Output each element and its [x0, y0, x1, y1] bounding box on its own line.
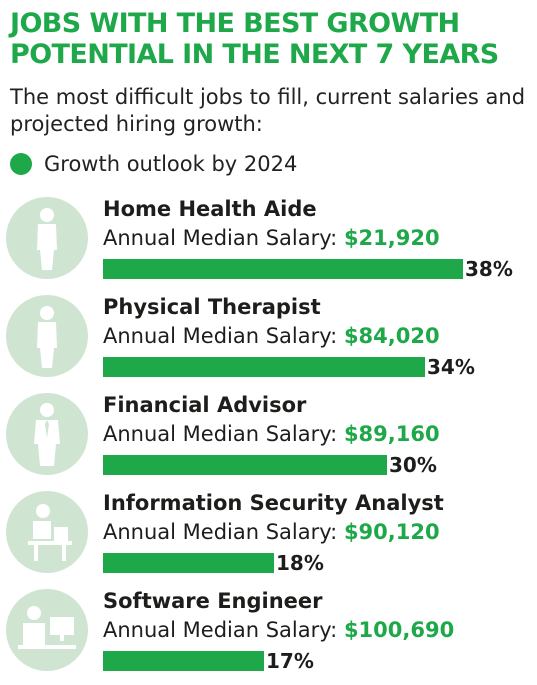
growth-label: 30% — [389, 453, 437, 477]
person-at-computer-icon — [6, 589, 88, 671]
bar-row: 30% — [103, 454, 437, 476]
salary-label: Annual Median Salary: — [103, 422, 338, 446]
salary-label: Annual Median Salary: — [103, 618, 338, 642]
avatar — [6, 393, 88, 475]
salary-value: $21,920 — [343, 226, 440, 250]
job-row: Information Security Analyst Annual Medi… — [0, 489, 537, 587]
salary-row: Annual Median Salary: $84,020 — [103, 321, 440, 351]
salary-label: Annual Median Salary: — [103, 520, 338, 544]
bar-row: 34% — [103, 356, 475, 378]
growth-bar — [103, 357, 425, 377]
growth-label: 34% — [427, 355, 475, 379]
bar-row: 38% — [103, 258, 513, 280]
person-with-tie-icon — [6, 393, 88, 475]
avatar — [6, 589, 88, 671]
job-title: Home Health Aide — [103, 197, 317, 221]
growth-bar — [103, 455, 387, 475]
salary-row: Annual Median Salary: $90,120 — [103, 517, 440, 547]
salary-row: Annual Median Salary: $100,690 — [103, 615, 454, 645]
growth-label: 38% — [465, 257, 513, 281]
job-row: Financial Advisor Annual Median Salary: … — [0, 391, 537, 489]
job-title: Physical Therapist — [103, 295, 321, 319]
page-title: JOBS WITH THE BEST GROWTH POTENTIAL IN T… — [10, 8, 499, 70]
growth-bar — [103, 259, 463, 279]
job-row: Physical Therapist Annual Median Salary:… — [0, 293, 537, 391]
salary-value: $84,020 — [343, 324, 440, 348]
salary-value: $100,690 — [343, 618, 455, 642]
job-row: Software Engineer Annual Median Salary: … — [0, 587, 537, 685]
avatar — [6, 295, 88, 377]
avatar — [6, 491, 88, 573]
avatar — [6, 197, 88, 279]
growth-label: 18% — [276, 551, 324, 575]
page-subtitle: The most difficult jobs to fill, current… — [10, 85, 526, 136]
person-icon — [6, 197, 88, 279]
person-icon — [6, 295, 88, 377]
salary-value: $89,160 — [343, 422, 440, 446]
salary-row: Annual Median Salary: $21,920 — [103, 223, 440, 253]
growth-label: 17% — [266, 649, 314, 673]
growth-bar — [103, 553, 274, 573]
salary-label: Annual Median Salary: — [103, 324, 338, 348]
job-row: Home Health Aide Annual Median Salary: $… — [0, 195, 537, 293]
salary-label: Annual Median Salary: — [103, 226, 338, 250]
legend-swatch — [10, 153, 32, 175]
legend-label: Growth outlook by 2024 — [44, 152, 298, 176]
salary-row: Annual Median Salary: $89,160 — [103, 419, 440, 449]
growth-bar — [103, 651, 264, 671]
job-title: Software Engineer — [103, 589, 323, 613]
job-title: Financial Advisor — [103, 393, 307, 417]
person-at-laptop-icon — [6, 491, 88, 573]
salary-value: $90,120 — [343, 520, 440, 544]
bar-row: 18% — [103, 552, 324, 574]
job-title: Information Security Analyst — [103, 491, 444, 515]
bar-row: 17% — [103, 650, 314, 672]
legend: Growth outlook by 2024 — [10, 151, 297, 177]
